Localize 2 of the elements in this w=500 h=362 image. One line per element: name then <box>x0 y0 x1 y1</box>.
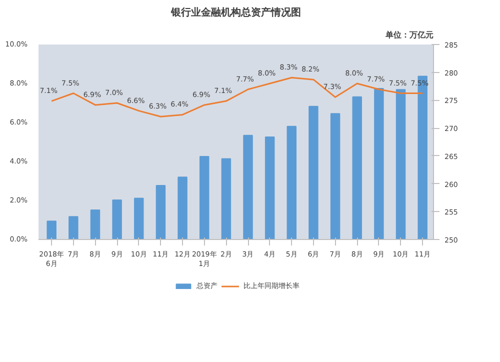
text: 单位：万亿元 <box>384 30 434 40</box>
chart-title: 银行业金融机构总资产情况图 <box>170 6 301 18</box>
